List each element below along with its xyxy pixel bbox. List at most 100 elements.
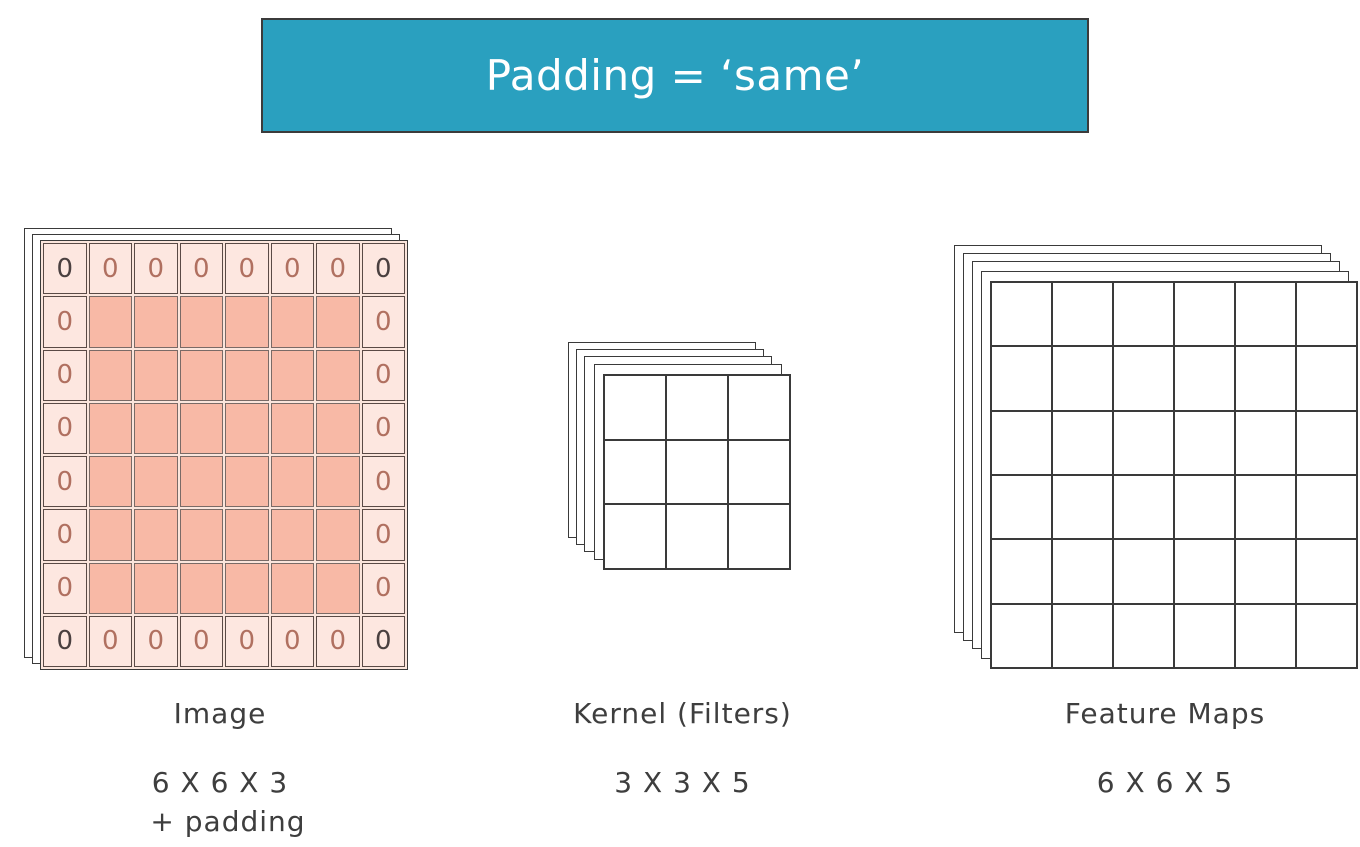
feature-map-cell (1296, 410, 1357, 475)
image-cell (225, 402, 269, 454)
padding-cell: 0 (43, 296, 87, 348)
feature-map-cell (1052, 346, 1113, 411)
kernel-cell (604, 504, 666, 569)
image-dims: 6 X 6 X 3 (151, 766, 289, 799)
feature-map-cell (1235, 282, 1296, 347)
feature-map-cell (1052, 410, 1113, 475)
kernel-cell (666, 375, 728, 440)
feature-map-cell (1296, 539, 1357, 604)
feature-map-cell (991, 475, 1052, 540)
feature-map-cell (1113, 346, 1174, 411)
image-cell (134, 296, 178, 348)
image-cell (134, 562, 178, 614)
padding-cell: 0 (43, 243, 87, 295)
feature-map-cell (1174, 410, 1235, 475)
image-cell (88, 456, 132, 508)
feature-map-cell (1235, 603, 1296, 668)
feature-map-cell (1235, 346, 1296, 411)
kernel-cell (666, 504, 728, 569)
padding-cell: 0 (134, 615, 178, 667)
kernel-cell (728, 439, 790, 505)
padding-cell: 0 (225, 615, 269, 667)
image-cell (270, 349, 314, 401)
padding-cell: 0 (361, 243, 405, 295)
image-cell (88, 509, 132, 561)
padding-cell: 0 (361, 456, 405, 508)
image-cell (270, 456, 314, 508)
feature-maps-dims: 6 X 6 X 5 (1096, 766, 1234, 799)
image-cell (179, 456, 223, 508)
kernel-grid (603, 374, 791, 570)
feature-map-cell (1235, 539, 1296, 604)
feature-map-cell (1296, 282, 1357, 347)
feature-map-cell (1296, 603, 1357, 668)
feature-map-cell (1052, 539, 1113, 604)
image-cell (225, 562, 269, 614)
image-cell (88, 402, 132, 454)
feature-map-cell (1052, 282, 1113, 347)
feature-map-cell (1113, 410, 1174, 475)
feature-map-cell (1052, 475, 1113, 540)
feature-map-cell (1052, 603, 1113, 668)
image-cell (225, 509, 269, 561)
feature-map-cell (1113, 603, 1174, 668)
padding-cell: 0 (361, 402, 405, 454)
padding-cell: 0 (270, 243, 314, 295)
kernel-cell (728, 504, 790, 569)
image-cell (225, 349, 269, 401)
image-cell (316, 562, 360, 614)
feature-map-cell (1174, 282, 1235, 347)
image-cell (134, 349, 178, 401)
kernel-dims: 3 X 3 X 5 (614, 766, 751, 799)
feature-map-cell (1113, 475, 1174, 540)
feature-map-cell (1174, 346, 1235, 411)
image-cell (225, 456, 269, 508)
feature-map-cell (991, 282, 1052, 347)
padding-cell: 0 (43, 402, 87, 454)
image-cell (316, 349, 360, 401)
image-cell (270, 509, 314, 561)
feature-map-cell (1113, 282, 1174, 347)
title-banner: Padding = ‘same’ (261, 18, 1089, 133)
image-cell (225, 296, 269, 348)
feature-map-cell (1113, 539, 1174, 604)
feature-map-cell (1235, 410, 1296, 475)
padding-cell: 0 (88, 615, 132, 667)
kernel-cell (604, 375, 666, 440)
padding-cell: 0 (43, 456, 87, 508)
padding-cell: 0 (361, 296, 405, 348)
feature-map-cell (1296, 475, 1357, 540)
image-cell (316, 456, 360, 508)
image-cell (134, 402, 178, 454)
title-text: Padding = ‘same’ (485, 51, 865, 100)
padding-cell: 0 (361, 562, 405, 614)
padding-cell: 0 (134, 243, 178, 295)
padding-cell: 0 (270, 615, 314, 667)
feature-maps-stack (954, 245, 1360, 670)
feature-map-cell (991, 539, 1052, 604)
padding-cell: 0 (43, 509, 87, 561)
image-cell (270, 402, 314, 454)
image-cell (134, 509, 178, 561)
feature-map-cell (991, 346, 1052, 411)
padding-cell: 0 (361, 509, 405, 561)
image-cell (88, 349, 132, 401)
image-cell (179, 349, 223, 401)
image-cell (316, 402, 360, 454)
feature-map-cell (1174, 475, 1235, 540)
image-cell (88, 562, 132, 614)
image-cell (270, 562, 314, 614)
image-cell (316, 509, 360, 561)
image-padding-note: + padding (150, 805, 306, 838)
padding-cell: 0 (225, 243, 269, 295)
padding-cell: 0 (179, 615, 223, 667)
kernel-cell (604, 439, 666, 505)
feature-map-cell (1174, 539, 1235, 604)
image-cell (179, 562, 223, 614)
kernel-cell (666, 439, 728, 505)
feature-maps-label: Feature Maps (1064, 697, 1266, 730)
padding-cell: 0 (43, 562, 87, 614)
image-cell (316, 296, 360, 348)
